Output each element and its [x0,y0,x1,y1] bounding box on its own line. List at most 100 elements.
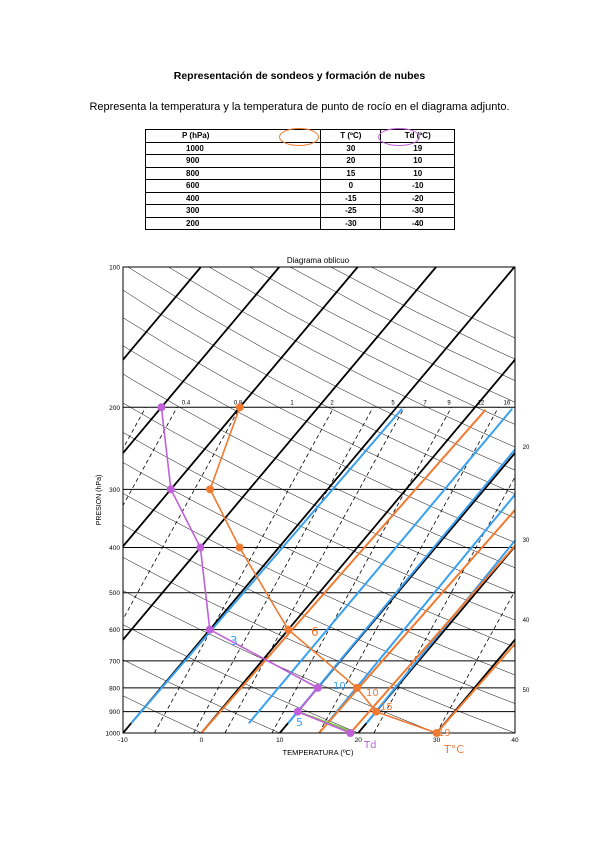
right-scale-label: 40 [523,618,530,624]
isotherm-line [514,731,515,733]
temperature-point [206,485,215,494]
blue-guide-line [365,538,515,724]
dewpoint-point [293,707,302,716]
table-row: 400 -15 -20 [144,191,455,205]
mixing-ratio-label: 9 [447,400,451,406]
x-axis-label: TEMPERATURA (ºC) [283,748,354,757]
cell-pressure: 200 [144,216,322,230]
pressure-tick-label: 300 [109,487,120,494]
table-row: 600 0 -10 [144,179,455,193]
dry-adiabat-line [123,732,124,733]
mixing-ratio-label: 0.8 [234,400,243,406]
isotherm-line [435,638,515,733]
temperature-point [235,543,244,552]
dry-adiabat-line [123,493,515,676]
pressure-tick-label: 600 [109,627,120,634]
temperature-point [284,625,293,634]
mixing-ratio-line [193,407,374,733]
annotation-10-orange: 10 [366,688,379,699]
isotherm-line [0,267,44,733]
dry-adiabat-line [123,289,515,495]
table-row: 900 20 10 [144,154,455,168]
pressure-tick-label: 700 [109,658,120,665]
dry-adiabat-line [123,345,515,543]
dry-adiabat-line [123,557,515,733]
dewpoint-header-circle [378,128,420,146]
orange-guide-line [318,508,515,733]
orange-guide-line [435,642,515,733]
mixing-ratio-line [271,407,452,733]
dewpoint-point [205,625,214,634]
dewpoint-point [157,403,166,412]
dry-adiabat-line [123,695,202,733]
isotherm-line [200,358,515,733]
table-row: 200 -30 -40 [144,216,455,230]
dry-adiabat-line [123,432,515,621]
mixing-ratio-line [224,407,405,733]
document-title: Representación de sondeos y formación de… [173,70,426,82]
cell-dewpoint: -40 [380,216,455,230]
y-axis-label: PRESION (hPa) [96,475,103,526]
dry-adiabat-line [123,373,515,569]
mixing-ratio-label: 1 [290,400,294,406]
pressure-tick-label: 200 [109,405,120,412]
dry-adiabat-line [330,267,515,360]
temperature-point [235,403,244,412]
temperature-tick-label: 0 [200,737,204,744]
isotherm-line [123,267,437,642]
pressure-tick-label: 800 [109,685,120,692]
isotherm-line [123,267,202,362]
isotherm-line [123,267,280,455]
temperature-point [352,683,361,692]
dewpoint-profile-line [160,407,351,734]
blue-guide-line [287,447,515,724]
blue-guide-line [326,493,515,724]
annotation-15: 15 [380,702,393,713]
mixing-ratio-label: 0.4 [182,400,191,406]
pressure-tick-label: 500 [109,590,120,597]
isotherm-line [357,544,515,733]
orange-guide-line [349,544,515,733]
cell-temperature: -30 [320,216,382,230]
dry-adiabat-line [168,267,515,448]
right-scale-label: 30 [523,538,530,544]
orange-guide-line [200,409,487,733]
blue-guide-line [248,408,513,724]
dewpoint-point [166,485,175,494]
mixing-ratio-line [154,407,335,733]
mixing-ratio-line [123,407,147,450]
temperature-tick-label: 20 [355,737,363,744]
mixing-ratio-label: 7 [423,400,427,406]
mixing-ratio-label: 16 [504,400,511,406]
temperature-series-label: T°C [443,743,464,756]
dry-adiabat-line [123,659,280,733]
dry-adiabat-line [123,317,515,519]
temperature-tick-label: 40 [511,737,519,744]
dry-adiabat-line [249,267,515,403]
temperature-tick-label: 10 [276,737,284,744]
pressure-tick-label: 1000 [106,731,121,738]
dry-adiabat-line [0,267,45,733]
dewpoint-point [346,729,355,737]
mixing-ratio-label: 12 [478,400,485,406]
annotation-10-blue: 10 [333,681,346,692]
diagram-title: Diagrama oblicuo [287,256,350,265]
annotation-6: 6 [311,625,319,639]
pressure-tick-label: 100 [109,265,120,272]
mixing-ratio-label: 2 [330,400,334,406]
temperature-header-circle [279,128,319,146]
instruction-text: Representa la temperatura y la temperatu… [89,101,510,113]
temperature-tick-label: 30 [433,737,441,744]
dewpoint-series-label: Td [363,740,376,751]
mixing-ratio-line [123,407,178,507]
pressure-tick-label: 900 [109,709,120,716]
dry-adiabat-line [123,402,515,594]
mixing-ratio-label: 5 [391,400,395,406]
dry-adiabat-line [123,590,437,733]
right-scale-label: 50 [523,688,530,694]
pressure-tick-label: 400 [109,545,120,552]
isotherm-line [123,267,124,268]
dry-adiabat-line [123,462,515,648]
blue-guide-line [130,408,403,724]
